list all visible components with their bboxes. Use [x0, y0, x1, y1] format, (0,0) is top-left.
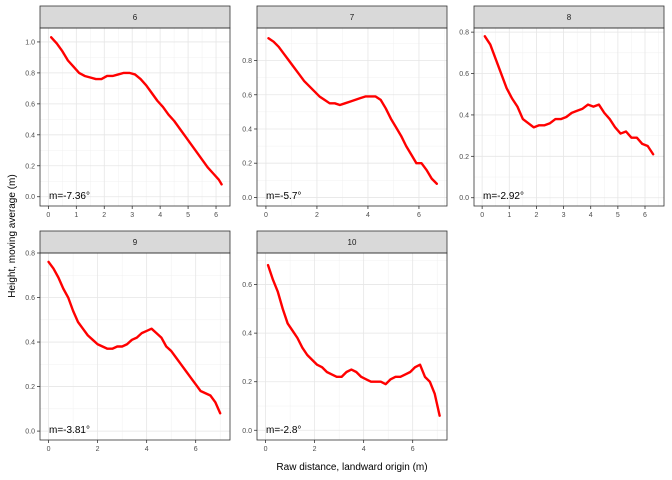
series-line [266, 263, 441, 417]
panel-background [257, 253, 447, 440]
x-tick-label: 6 [214, 212, 218, 219]
y-tick-label: 0.6 [242, 92, 252, 99]
x-tick-label: 2 [534, 212, 538, 219]
y-tick-label: 0.2 [25, 163, 35, 170]
x-tick-label: 3 [562, 212, 566, 219]
y-tick-label: 0.8 [25, 70, 35, 77]
slope-annotation: m=-5.7° [266, 191, 301, 202]
y-tick-label: 0.4 [242, 331, 252, 338]
x-tick-label: 0 [264, 212, 268, 219]
x-tick-label: 1 [74, 212, 78, 219]
y-tick-label: 0.2 [459, 154, 469, 161]
x-tick-label: 0 [264, 446, 268, 453]
y-tick-label: 0.6 [459, 71, 469, 78]
panel-6: 6 m=-7.36° 0 1 2 3 4 5 6 0.0 0.2 0.4 0.6 0.8 1.0 [25, 5, 231, 219]
x-tick-label: 0 [46, 212, 50, 219]
slope-annotation: m=-3.81° [49, 425, 90, 436]
x-tick-label: 4 [362, 446, 366, 453]
slope-annotation: m=-2.8° [266, 425, 301, 436]
series-line [267, 37, 438, 185]
y-tick-label: 0.2 [242, 379, 252, 386]
y-tick-label: 0.6 [25, 295, 35, 302]
y-tick-label: 0.4 [459, 112, 469, 119]
y-tick-label: 0.4 [25, 132, 35, 139]
x-tick-label: 5 [616, 212, 620, 219]
y-tick-label: 0.0 [25, 429, 35, 436]
series-line [483, 35, 655, 156]
facet-strip-label: 7 [350, 13, 355, 22]
y-axis-title: Height, moving average (m) [7, 174, 18, 297]
panel-border [39, 27, 231, 207]
y-tick-label: 0.8 [25, 251, 35, 258]
panel-9: 9 m=-3.81° 0 2 4 6 0.0 0.2 0.4 0.6 0.8 [25, 230, 231, 453]
x-tick-label: 2 [96, 446, 100, 453]
x-tick-label: 4 [145, 446, 149, 453]
x-tick-label: 4 [366, 212, 370, 219]
panel-border [473, 27, 665, 207]
slope-annotation: m=-7.36° [49, 191, 90, 202]
x-tick-label: 0 [480, 212, 484, 219]
y-tick-label: 0.4 [242, 126, 252, 133]
y-tick-label: 0.2 [25, 384, 35, 391]
panel-background [40, 28, 230, 206]
panel-7: 7 m=-5.7° 0 2 4 6 0.0 0.2 0.4 0.6 0.8 [242, 5, 448, 219]
x-tick-label: 6 [643, 212, 647, 219]
x-tick-label: 4 [158, 212, 162, 219]
y-tick-label: 1.0 [25, 39, 35, 46]
panel-border [256, 27, 448, 207]
x-tick-label: 0 [47, 446, 51, 453]
x-tick-label: 1 [507, 212, 511, 219]
y-tick-label: 0.6 [25, 101, 35, 108]
y-tick-label: 0.0 [25, 194, 35, 201]
panel-background [40, 253, 230, 440]
facet-strip-label: 9 [133, 238, 138, 247]
y-tick-label: 0.0 [459, 195, 469, 202]
x-tick-label: 6 [194, 446, 198, 453]
y-tick-label: 0.0 [242, 428, 252, 435]
x-tick-label: 4 [589, 212, 593, 219]
y-tick-label: 0.8 [459, 30, 469, 37]
x-axis-title: Raw distance, landward origin (m) [276, 462, 427, 473]
series-line [49, 36, 223, 186]
y-tick-label: 0.6 [242, 282, 252, 289]
series-line [47, 260, 222, 415]
panel-background [257, 28, 447, 206]
y-tick-label: 0.8 [242, 58, 252, 65]
y-tick-label: 0.0 [242, 195, 252, 202]
panel-border [39, 252, 231, 441]
panel-10: 10 m=-2.8° 0 2 4 6 0.0 0.2 0.4 0.6 [242, 230, 448, 453]
x-tick-label: 2 [102, 212, 106, 219]
facet-strip-label: 8 [567, 13, 572, 22]
slope-annotation: m=-2.92° [483, 191, 524, 202]
x-tick-label: 2 [313, 446, 317, 453]
facet-strip-label: 6 [133, 13, 138, 22]
x-tick-label: 6 [411, 446, 415, 453]
x-tick-label: 2 [315, 212, 319, 219]
x-tick-label: 6 [417, 212, 421, 219]
x-tick-label: 5 [186, 212, 190, 219]
panel-background [474, 28, 664, 206]
facet-strip-label: 10 [348, 238, 357, 247]
x-tick-label: 3 [130, 212, 134, 219]
panel-8: 8 m=-2.92° 0 1 2 3 4 5 6 0.0 0.2 0.4 0.6 0.8 [459, 5, 665, 219]
y-tick-label: 0.2 [242, 161, 252, 168]
y-tick-label: 0.4 [25, 340, 35, 347]
panel-border [256, 252, 448, 441]
